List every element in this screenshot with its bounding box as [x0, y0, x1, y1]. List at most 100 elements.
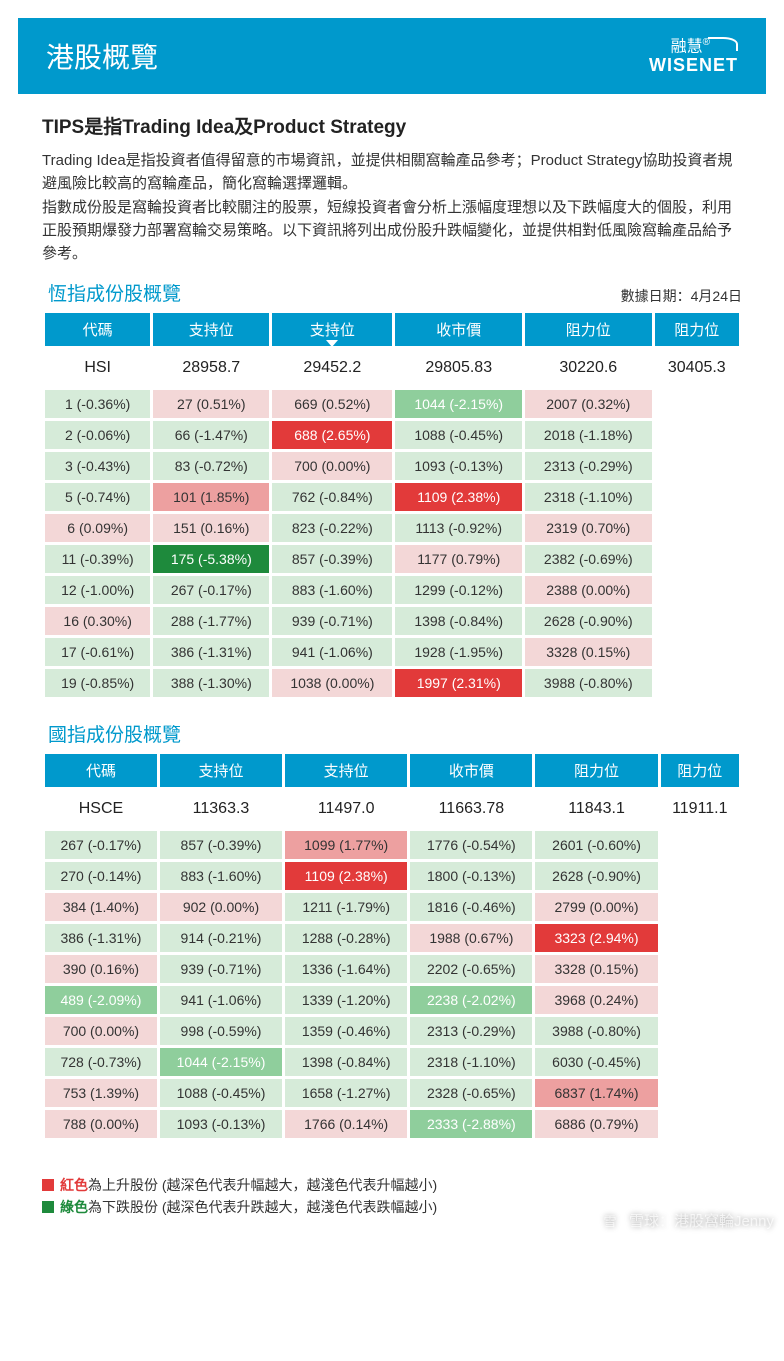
data-cell: 2318 (-1.10%) [410, 1048, 532, 1076]
col-header[interactable]: 支持位 [285, 754, 407, 787]
data-cell: 1359 (-0.46%) [285, 1017, 407, 1045]
data-cell: 267 (-0.17%) [45, 831, 157, 859]
col-header[interactable]: 支持位 [272, 313, 392, 346]
section-heading: TIPS是指Trading Idea及Product Strategy [42, 112, 742, 139]
data-cell: 669 (0.52%) [272, 390, 392, 418]
data-cell: 1177 (0.79%) [395, 545, 522, 573]
data-cell: 2328 (-0.65%) [410, 1079, 532, 1107]
data-cell: 1099 (1.77%) [285, 831, 407, 859]
data-cell: 1113 (-0.92%) [395, 514, 522, 542]
data-cell: 1288 (-0.28%) [285, 924, 407, 952]
data-cell: 3988 (-0.80%) [525, 669, 652, 697]
legend-red-square [42, 1179, 54, 1191]
index-cell: 30405.3 [655, 349, 739, 387]
data-cell: 1109 (2.38%) [395, 483, 522, 511]
index-cell: 11363.3 [160, 790, 282, 828]
data-cell: 823 (-0.22%) [272, 514, 392, 542]
data-cell: 2238 (-2.02%) [410, 986, 532, 1014]
data-cell: 1398 (-0.84%) [395, 607, 522, 635]
data-cell: 3968 (0.24%) [535, 986, 657, 1014]
data-cell: 2628 (-0.90%) [535, 862, 657, 890]
col-header[interactable]: 阻力位 [661, 754, 739, 787]
page-title: 港股概覽 [46, 36, 158, 76]
data-cell: 3 (-0.43%) [45, 452, 150, 480]
watermark-icon: 雪 [597, 1207, 623, 1233]
legend-green-text: 為下跌股份 (越深色代表升跌越大，越淺色代表跌幅越小) [88, 1199, 437, 1215]
data-cell: 1 (-0.36%) [45, 390, 150, 418]
data-cell: 288 (-1.77%) [153, 607, 269, 635]
data-cell: 270 (-0.14%) [45, 862, 157, 890]
col-header[interactable]: 收市價 [410, 754, 532, 787]
data-cell: 489 (-2.09%) [45, 986, 157, 1014]
data-cell: 2628 (-0.90%) [525, 607, 652, 635]
col-header[interactable]: 代碼 [45, 754, 157, 787]
data-table: 代碼支持位支持位收市價阻力位阻力位HSI28958.729452.229805.… [42, 310, 742, 700]
data-cell: 1658 (-1.27%) [285, 1079, 407, 1107]
data-cell: 1988 (0.67%) [410, 924, 532, 952]
data-cell: 1816 (-0.46%) [410, 893, 532, 921]
logo-cn: 融慧 [671, 38, 703, 55]
data-cell: 2 (-0.06%) [45, 421, 150, 449]
data-cell: 2333 (-2.88%) [410, 1110, 532, 1138]
data-cell: 11 (-0.39%) [45, 545, 150, 573]
data-cell: 1299 (-0.12%) [395, 576, 522, 604]
data-cell: 2313 (-0.29%) [525, 452, 652, 480]
data-cell: 688 (2.65%) [272, 421, 392, 449]
col-header[interactable]: 代碼 [45, 313, 150, 346]
data-cell: 5 (-0.74%) [45, 483, 150, 511]
index-cell: 11497.0 [285, 790, 407, 828]
data-cell: 3328 (0.15%) [535, 955, 657, 983]
brand-logo: 融慧® WISENET [649, 37, 738, 76]
col-header[interactable]: 支持位 [160, 754, 282, 787]
data-cell: 762 (-0.84%) [272, 483, 392, 511]
data-cell: 1044 (-2.15%) [160, 1048, 282, 1076]
legend-green-label: 綠色 [60, 1199, 88, 1215]
sort-arrow-icon [326, 340, 338, 347]
col-header[interactable]: 支持位 [153, 313, 269, 346]
data-cell: 2799 (0.00%) [535, 893, 657, 921]
data-cell: 1336 (-1.64%) [285, 955, 407, 983]
index-cell: 29805.83 [395, 349, 522, 387]
data-cell: 788 (0.00%) [45, 1110, 157, 1138]
col-header[interactable]: 收市價 [395, 313, 522, 346]
col-header[interactable]: 阻力位 [525, 313, 652, 346]
logo-en: WISENET [649, 56, 738, 76]
data-cell: 2018 (-1.18%) [525, 421, 652, 449]
watermark: 雪 雪球：港股窩輪Jenny [597, 1207, 774, 1233]
data-cell: 6 (0.09%) [45, 514, 150, 542]
index-cell: 29452.2 [272, 349, 392, 387]
data-cell: 1398 (-0.84%) [285, 1048, 407, 1076]
data-cell: 1109 (2.38%) [285, 862, 407, 890]
index-cell: HSCE [45, 790, 157, 828]
data-cell: 998 (-0.59%) [160, 1017, 282, 1045]
data-cell: 6030 (-0.45%) [535, 1048, 657, 1076]
data-cell: 2382 (-0.69%) [525, 545, 652, 573]
data-cell: 857 (-0.39%) [160, 831, 282, 859]
legend-green-square [42, 1201, 54, 1213]
index-cell: 11663.78 [410, 790, 532, 828]
data-cell: 941 (-1.06%) [272, 638, 392, 666]
col-header[interactable]: 阻力位 [655, 313, 739, 346]
table-title: 國指成份股概覽 [42, 720, 181, 747]
data-cell: 384 (1.40%) [45, 893, 157, 921]
index-cell: 11843.1 [535, 790, 657, 828]
data-cell: 16 (0.30%) [45, 607, 150, 635]
data-cell: 1088 (-0.45%) [160, 1079, 282, 1107]
data-cell: 2202 (-0.65%) [410, 955, 532, 983]
data-cell: 2007 (0.32%) [525, 390, 652, 418]
col-header[interactable]: 阻力位 [535, 754, 657, 787]
watermark-text: 雪球：港股窩輪Jenny [629, 1210, 774, 1231]
data-cell: 6886 (0.79%) [535, 1110, 657, 1138]
data-cell: 1093 (-0.13%) [395, 452, 522, 480]
data-cell: 1211 (-1.79%) [285, 893, 407, 921]
data-cell: 1800 (-0.13%) [410, 862, 532, 890]
data-cell: 2313 (-0.29%) [410, 1017, 532, 1045]
data-cell: 728 (-0.73%) [45, 1048, 157, 1076]
data-cell: 390 (0.16%) [45, 955, 157, 983]
legend-red-label: 紅色 [60, 1177, 88, 1193]
data-cell: 386 (-1.31%) [153, 638, 269, 666]
data-cell: 2318 (-1.10%) [525, 483, 652, 511]
data-cell: 66 (-1.47%) [153, 421, 269, 449]
data-cell: 388 (-1.30%) [153, 669, 269, 697]
data-cell: 939 (-0.71%) [272, 607, 392, 635]
